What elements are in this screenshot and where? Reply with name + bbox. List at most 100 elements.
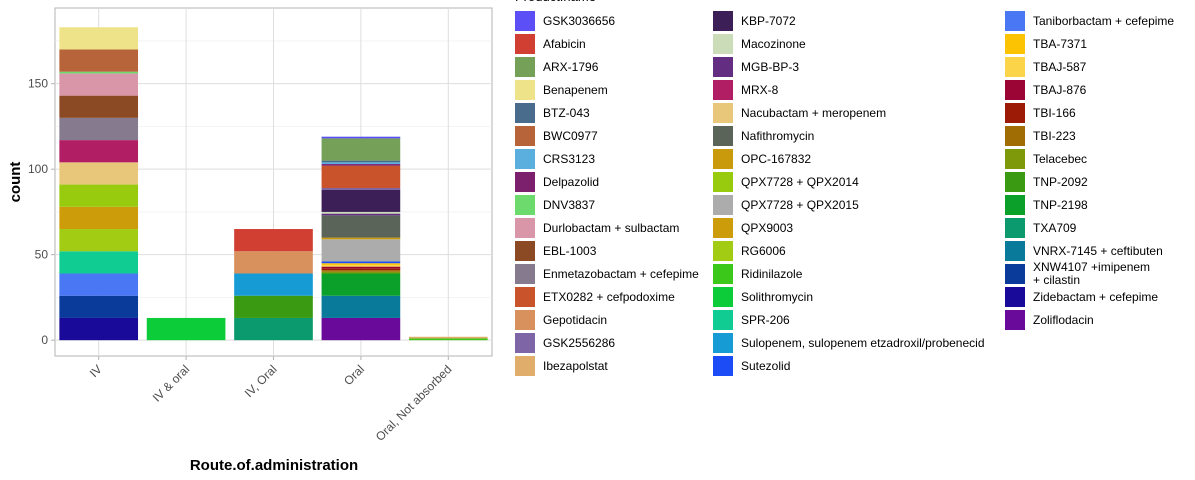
- bar-segment: [59, 140, 139, 163]
- x-tick-label: Oral: [341, 362, 367, 388]
- legend-label: CRS3123: [543, 151, 596, 166]
- legend-key: [713, 149, 733, 169]
- bar-segment: [321, 239, 401, 262]
- legend-label: Sutezolid: [741, 358, 791, 373]
- legend-label: Ibezapolstat: [543, 358, 608, 373]
- bar-segment: [321, 138, 401, 161]
- legend-label: Zidebactam + cefepime: [1033, 289, 1159, 304]
- legend-key: [515, 149, 535, 169]
- legend-key: [1005, 287, 1025, 307]
- legend-key: [1005, 57, 1025, 77]
- legend-label: DNV3837: [543, 197, 596, 212]
- legend-key: [1005, 34, 1025, 54]
- legend-key: [713, 195, 733, 215]
- y-tick-label: 0: [41, 333, 48, 347]
- bar-segment: [234, 317, 313, 341]
- legend-label: Telacebec: [1033, 151, 1088, 166]
- bar-segment: [59, 317, 139, 341]
- y-axis-title: count: [7, 162, 24, 203]
- legend-key: [713, 172, 733, 192]
- bar-segment: [321, 317, 401, 341]
- legend-key: [1005, 195, 1025, 215]
- legend-label: Benapenem: [543, 82, 608, 97]
- legend-key: [1005, 103, 1025, 123]
- legend-label: Nacubactam + meropenem: [741, 105, 887, 120]
- bar-segment: [59, 251, 139, 274]
- x-axis-title: Route.of.administration: [190, 457, 358, 474]
- legend-key: [713, 57, 733, 77]
- bar-segment: [321, 187, 401, 190]
- legend-key: [713, 333, 733, 353]
- legend-label: ARX-1796: [543, 59, 599, 74]
- legend-label: BTZ-043: [543, 105, 590, 120]
- x-tick-label: IV: [87, 362, 105, 380]
- legend-key: [1005, 310, 1025, 330]
- bar-segment: [321, 268, 401, 271]
- legend-label: Durlobactam + sulbactam: [543, 220, 680, 235]
- bar-segment: [321, 215, 401, 238]
- legend-key: [515, 241, 535, 261]
- legend-key: [515, 11, 535, 31]
- bar-segment: [234, 229, 313, 252]
- legend-key: [515, 287, 535, 307]
- bar-segment: [321, 295, 401, 318]
- legend-label: MGB-BP-3: [741, 59, 800, 74]
- bar-segment: [321, 270, 401, 272]
- bar-segment: [321, 211, 401, 214]
- legend-key: [1005, 172, 1025, 192]
- bar-segment: [321, 164, 401, 166]
- legend-label: Nafithromycin: [741, 128, 815, 143]
- legend-label: BWC0977: [543, 128, 598, 143]
- legend-key: [713, 287, 733, 307]
- bar-segment: [59, 184, 139, 207]
- bar-segment: [321, 160, 401, 163]
- legend-label: MRX-8: [741, 82, 779, 97]
- legend-label: EBL-1003: [543, 243, 597, 258]
- legend-label: Delpazolid: [543, 174, 600, 189]
- legend-label: GSK2556286: [543, 335, 616, 350]
- legend-key: [1005, 241, 1025, 261]
- bar-segment: [321, 266, 401, 269]
- legend-key: [1005, 218, 1025, 238]
- legend-label: Enmetazobactam + cefepime: [543, 266, 699, 281]
- legend-key: [515, 195, 535, 215]
- legend-label: SPR-206: [741, 312, 790, 327]
- legend-key: [713, 241, 733, 261]
- legend-label: TBAJ-876: [1033, 82, 1087, 97]
- bar-segment: [59, 206, 139, 230]
- legend-key: [713, 264, 733, 284]
- legend-key: [1005, 11, 1025, 31]
- y-tick-label: 150: [28, 77, 48, 91]
- legend-key: [713, 218, 733, 238]
- legend-label: TBI-223: [1033, 128, 1076, 143]
- bar-segment: [59, 229, 139, 252]
- bar-segment: [59, 73, 139, 96]
- legend-label: Sulopenem, sulopenem etzadroxil/probenec…: [741, 335, 985, 350]
- legend-key: [515, 264, 535, 284]
- legend-key: [515, 333, 535, 353]
- legend-label: TNP-2092: [1033, 174, 1088, 189]
- bar-segment: [59, 95, 139, 118]
- bar-segment: [408, 338, 488, 341]
- x-tick-label: IV & oral: [150, 362, 192, 404]
- bar-segment: [321, 162, 401, 165]
- legend-label: GSK3036656: [543, 13, 616, 28]
- bar-segment: [321, 261, 401, 264]
- legend-key: [713, 80, 733, 100]
- legend-label: QPX7728 + QPX2014: [741, 174, 859, 189]
- legend-key: [1005, 80, 1025, 100]
- legend-key: [713, 310, 733, 330]
- legend-label: TBAJ-587: [1033, 59, 1087, 74]
- legend-label: VNRX-7145 + ceftibuten: [1033, 243, 1163, 258]
- legend-key: [515, 218, 535, 238]
- legend-label: OPC-167832: [741, 151, 812, 166]
- x-tick-label: IV, Oral: [242, 362, 280, 400]
- legend-label: Zoliflodacin: [1033, 312, 1094, 327]
- bar-segment: [59, 273, 139, 296]
- legend-key: [515, 126, 535, 146]
- bar-segment: [321, 213, 401, 216]
- legend-label: Macozinone: [741, 36, 806, 51]
- bar-segment: [408, 336, 488, 339]
- legend-key: [713, 126, 733, 146]
- bar-segment: [234, 251, 313, 274]
